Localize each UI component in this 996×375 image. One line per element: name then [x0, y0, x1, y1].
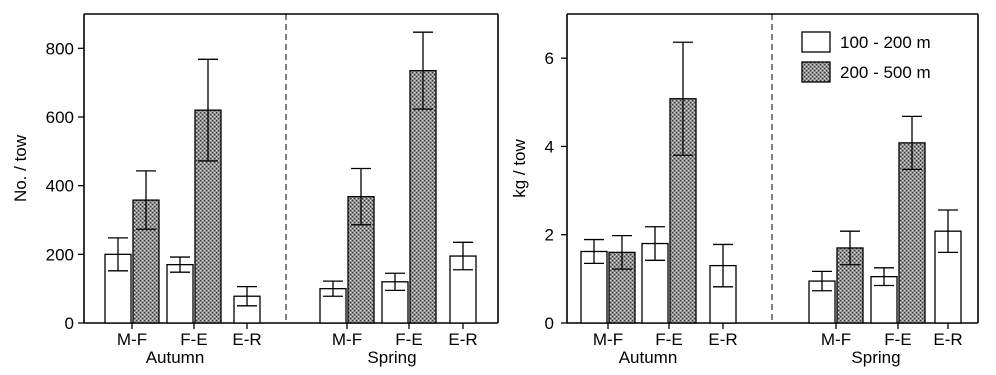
y-tick-label: 6: [545, 49, 554, 68]
x-tick-label: F-E: [180, 330, 207, 349]
y-tick-label: 400: [46, 177, 74, 196]
y-axis-label: kg / tow: [510, 138, 529, 197]
legend-swatch-shallow: [801, 31, 831, 53]
bar-deep: [409, 70, 437, 324]
x-tick-label: E-R: [448, 330, 477, 349]
legend-swatch-deep: [801, 61, 831, 83]
x-tick-label: E-R: [232, 330, 261, 349]
x-tick-label: E-R: [708, 330, 737, 349]
x-tick-label: M-F: [332, 330, 362, 349]
x-tick-label: M-F: [821, 330, 851, 349]
x-tick-label: E-R: [933, 330, 962, 349]
season-label: Autumn: [146, 348, 205, 367]
y-tick-label: 0: [545, 314, 554, 333]
x-tick-label: F-E: [884, 330, 911, 349]
x-tick-label: M-F: [117, 330, 147, 349]
x-tick-label: F-E: [395, 330, 422, 349]
x-tick-label: M-F: [593, 330, 623, 349]
x-tick-label: F-E: [655, 330, 682, 349]
y-tick-label: 600: [46, 108, 74, 127]
season-label: Autumn: [619, 348, 678, 367]
y-tick-label: 0: [65, 314, 74, 333]
bar-deep: [898, 142, 926, 324]
season-label: Spring: [367, 348, 416, 367]
legend-label: 200 - 500 m: [840, 63, 931, 82]
bar-shallow: [166, 263, 194, 324]
season-label: Spring: [851, 348, 900, 367]
y-axis-label: No. / tow: [11, 134, 30, 202]
y-tick-label: 200: [46, 245, 74, 264]
y-tick-label: 2: [545, 226, 554, 245]
y-tick-label: 4: [545, 137, 554, 156]
legend-label: 100 - 200 m: [840, 33, 931, 52]
y-tick-label: 800: [46, 39, 74, 58]
bar-deep: [608, 251, 636, 324]
